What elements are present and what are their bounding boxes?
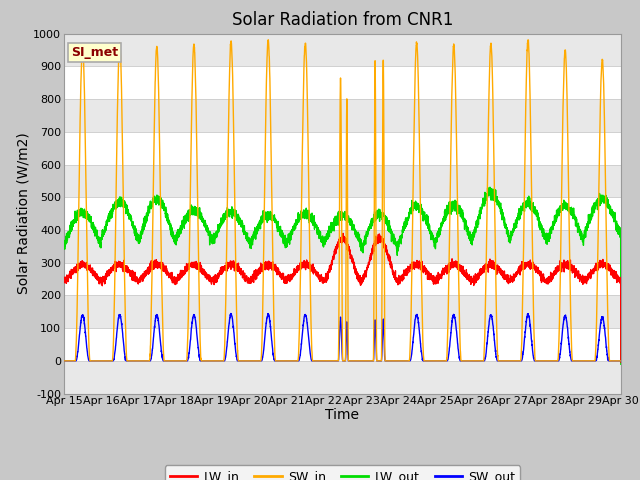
Bar bbox=[64, 361, 621, 394]
Bar bbox=[64, 263, 621, 295]
Title: Solar Radiation from CNR1: Solar Radiation from CNR1 bbox=[232, 11, 453, 29]
Bar bbox=[64, 197, 621, 230]
Bar bbox=[64, 165, 621, 197]
Bar bbox=[64, 230, 621, 263]
Legend: LW_in, SW_in, LW_out, SW_out: LW_in, SW_in, LW_out, SW_out bbox=[164, 465, 520, 480]
Bar bbox=[64, 34, 621, 66]
Bar bbox=[64, 328, 621, 361]
X-axis label: Time: Time bbox=[325, 408, 360, 422]
Bar bbox=[64, 99, 621, 132]
Bar bbox=[64, 295, 621, 328]
Bar bbox=[64, 66, 621, 99]
Text: SI_met: SI_met bbox=[71, 46, 118, 59]
Bar bbox=[64, 132, 621, 165]
Y-axis label: Solar Radiation (W/m2): Solar Radiation (W/m2) bbox=[17, 133, 31, 294]
